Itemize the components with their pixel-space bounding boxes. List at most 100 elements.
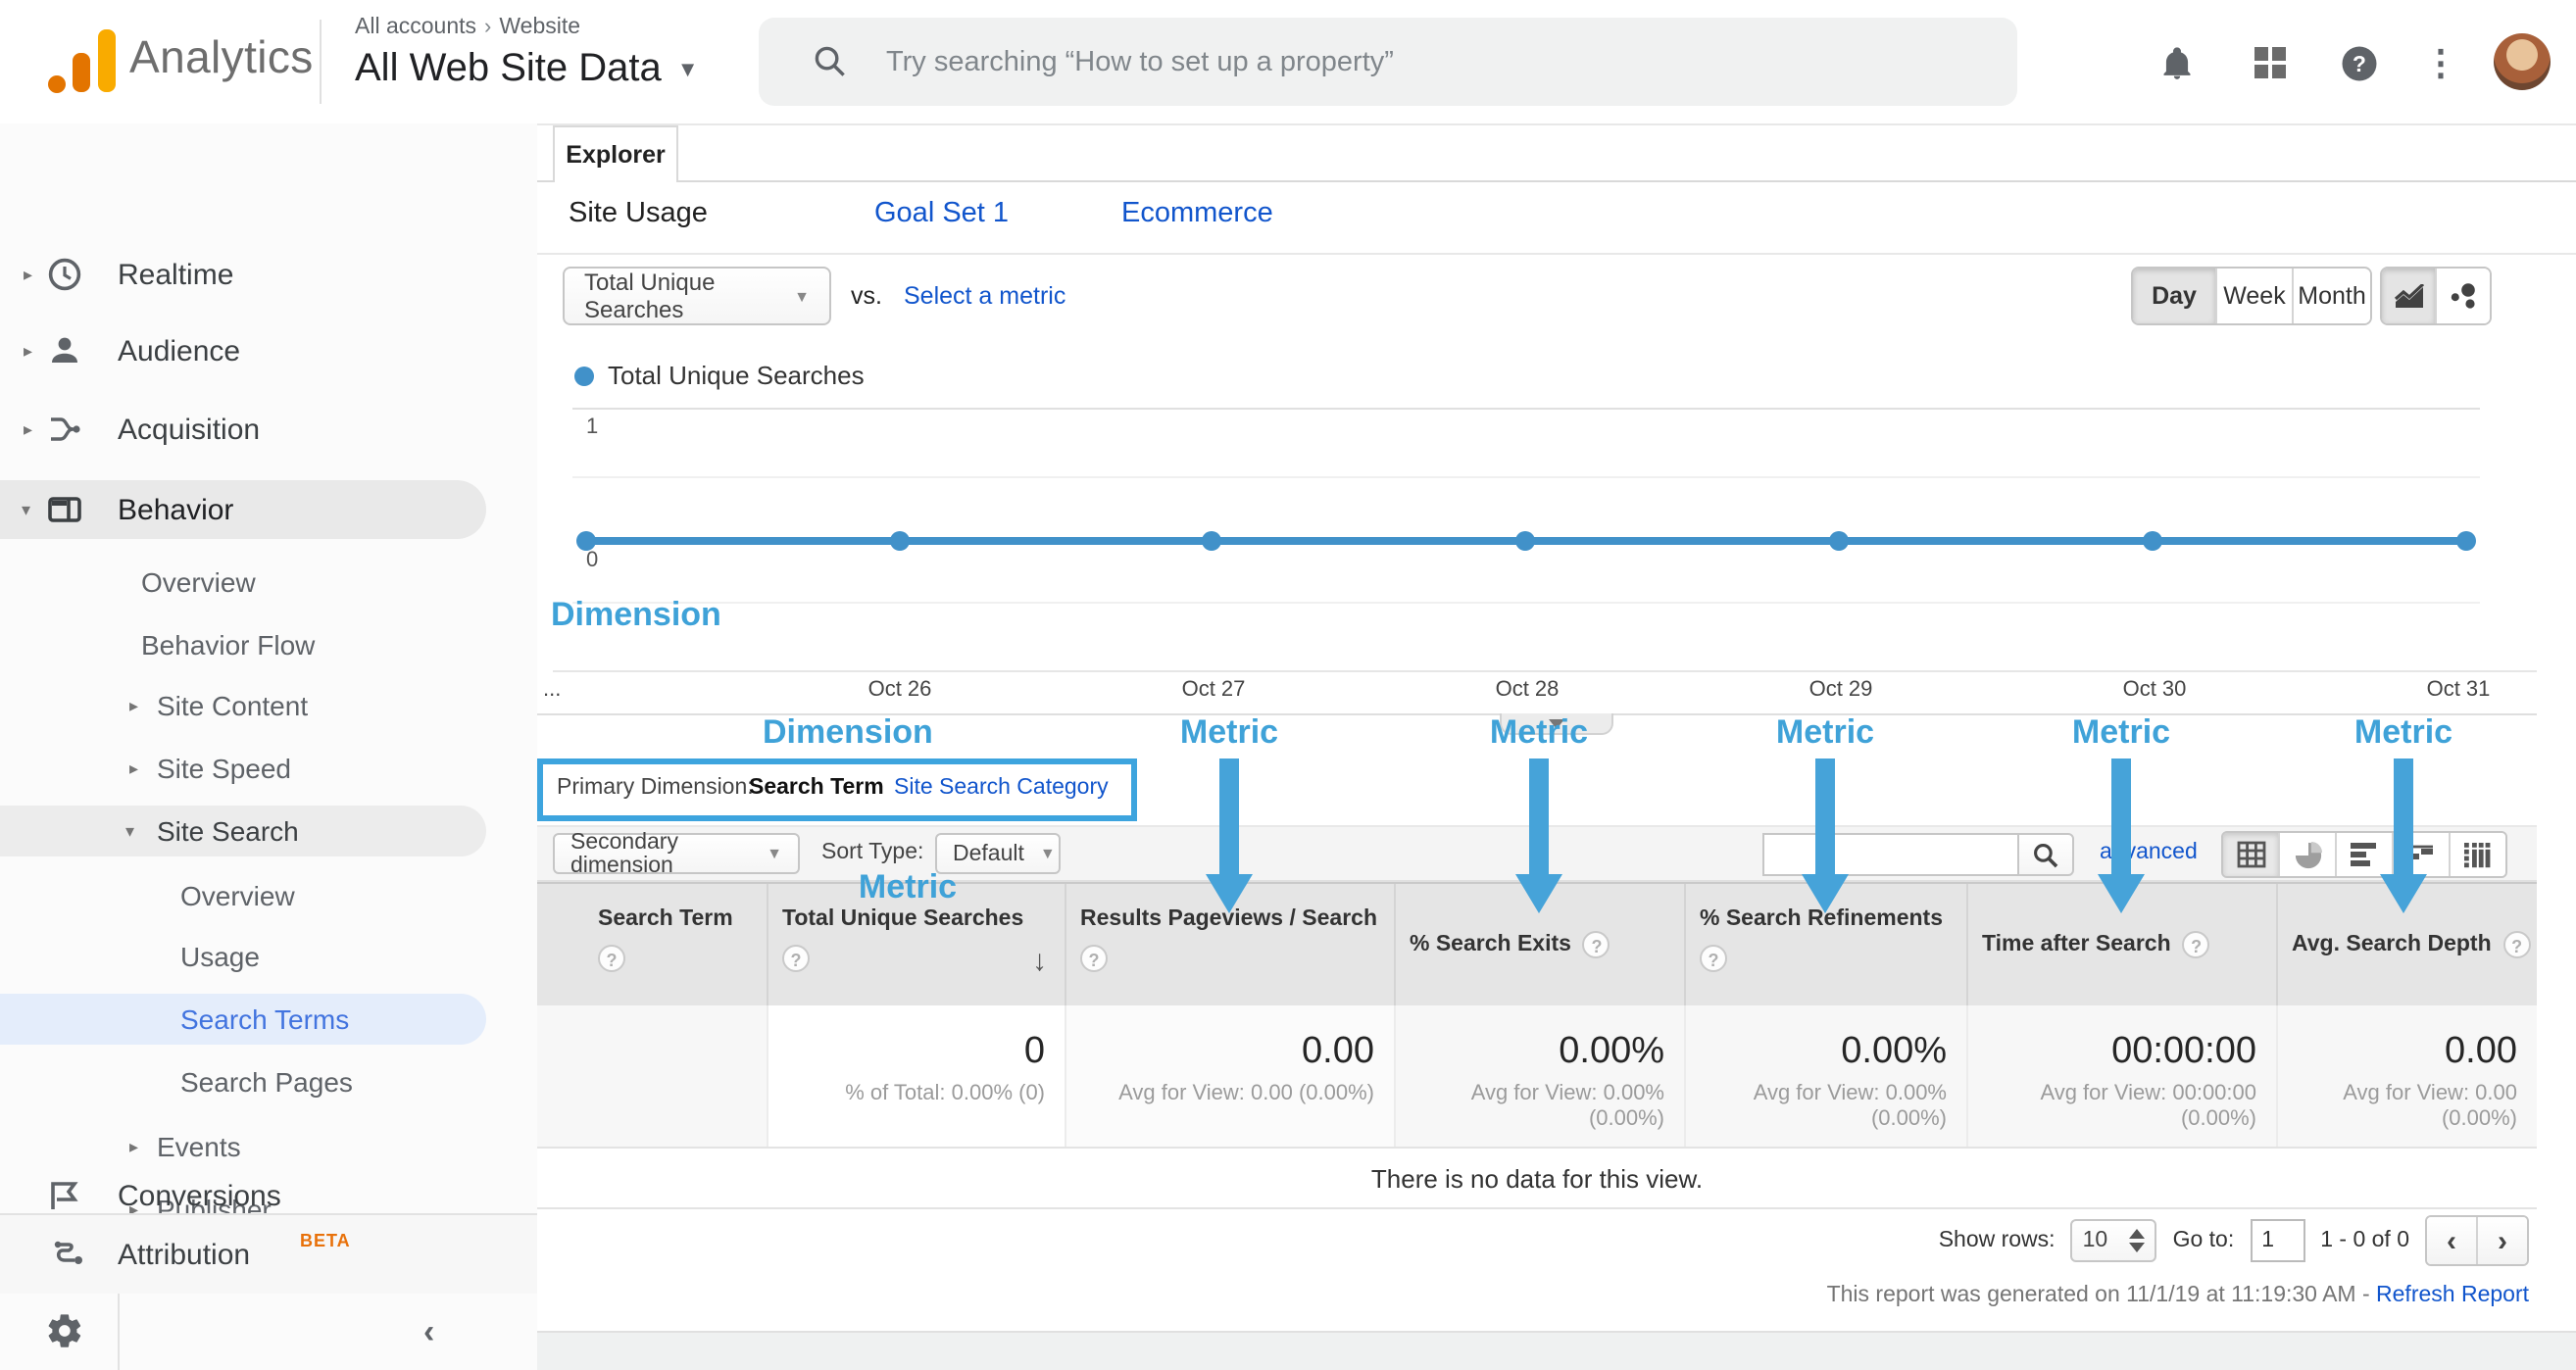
chevron-right-icon[interactable]: ▸ bbox=[129, 1136, 139, 1155]
granularity-month-button[interactable]: Month bbox=[2292, 269, 2370, 323]
avatar[interactable] bbox=[2494, 33, 2551, 90]
global-search-bar[interactable] bbox=[759, 18, 2017, 106]
sidebar-item-behavior[interactable]: ▾ Behavior bbox=[0, 478, 537, 541]
table-search-input[interactable] bbox=[1764, 835, 2017, 874]
show-rows-select[interactable]: 10 bbox=[2070, 1219, 2157, 1262]
performance-view-icon[interactable] bbox=[2335, 833, 2392, 876]
tab-explorer[interactable]: Explorer bbox=[553, 125, 678, 182]
chevron-right-icon[interactable]: ▸ bbox=[129, 1199, 139, 1218]
sidebar-item-behavior-overview[interactable]: Overview bbox=[0, 557, 537, 608]
sidebar-item-site-speed[interactable]: ▸ Site Speed bbox=[0, 743, 537, 794]
sidebar-item-attribution[interactable]: Attribution BETA bbox=[0, 1213, 537, 1297]
motion-chart-icon[interactable] bbox=[2435, 269, 2490, 323]
select-a-metric-link[interactable]: Select a metric bbox=[904, 282, 1066, 310]
annotations-pulltab[interactable] bbox=[1500, 713, 1613, 735]
gridline-mid bbox=[572, 476, 2480, 478]
help-icon[interactable]: ? bbox=[1700, 945, 1727, 972]
chart-point[interactable] bbox=[890, 531, 910, 551]
sidebar-item-events[interactable]: ▸ Events bbox=[0, 1121, 537, 1172]
line-chart-icon[interactable] bbox=[2382, 269, 2435, 323]
column-header-avg-search-depth[interactable]: Avg. Search Depth ? bbox=[2276, 884, 2537, 1005]
pagination: ‹ › bbox=[2425, 1215, 2529, 1266]
notifications-bell-icon[interactable] bbox=[2153, 39, 2200, 86]
breadcrumb-sep-icon: › bbox=[484, 16, 492, 39]
chart-point[interactable] bbox=[1202, 531, 1221, 551]
help-icon[interactable]: ? bbox=[2182, 931, 2210, 958]
granularity-week-button[interactable]: Week bbox=[2215, 269, 2292, 323]
sort-type-dropdown[interactable]: Default ▼ bbox=[935, 833, 1061, 874]
legend-dot bbox=[574, 367, 594, 386]
help-icon[interactable]: ? bbox=[782, 945, 810, 972]
chevron-down-icon[interactable]: ▾ bbox=[125, 820, 135, 840]
apps-grid-icon[interactable] bbox=[2247, 39, 2294, 86]
column-header-total-unique-searches[interactable]: Total Unique Searches ? ↓ bbox=[767, 884, 1065, 1005]
sidebar-item-acquisition[interactable]: ▸ Acquisition bbox=[0, 398, 537, 461]
breadcrumb-current[interactable]: Website bbox=[499, 16, 581, 39]
search-input[interactable] bbox=[882, 44, 1909, 79]
chevron-down-icon: ▼ bbox=[1039, 845, 1056, 862]
column-label: Avg. Search Depth bbox=[2292, 933, 2492, 956]
help-icon[interactable]: ? bbox=[1582, 931, 1610, 958]
percentage-view-icon[interactable] bbox=[2278, 833, 2335, 876]
tab-baseline bbox=[537, 180, 2576, 182]
column-header-search-term[interactable]: Search Term ? bbox=[537, 884, 767, 1005]
help-icon[interactable]: ? bbox=[598, 945, 625, 972]
chevron-right-icon[interactable]: ▸ bbox=[129, 758, 139, 777]
subtab-goal-set-1[interactable]: Goal Set 1 bbox=[874, 198, 1010, 229]
help-icon[interactable]: ? bbox=[2335, 39, 2382, 86]
chevron-right-icon[interactable]: ▸ bbox=[24, 264, 33, 283]
ytick-1: 1 bbox=[586, 416, 599, 439]
secondary-dimension-dropdown[interactable]: Secondary dimension ▼ bbox=[553, 830, 800, 877]
chart-point[interactable] bbox=[1829, 531, 1849, 551]
primary-dimension-site-search-category[interactable]: Site Search Category bbox=[894, 776, 1109, 800]
sidebar-item-audience[interactable]: ▸ Audience bbox=[0, 319, 537, 382]
product-name: Analytics bbox=[129, 31, 314, 82]
refresh-report-link[interactable]: Refresh Report bbox=[2376, 1284, 2529, 1307]
beta-badge: BETA bbox=[300, 1231, 351, 1250]
sidebar-item-search-terms[interactable]: Search Terms bbox=[0, 994, 537, 1045]
sort-desc-icon[interactable]: ↓ bbox=[1032, 945, 1047, 978]
breadcrumb[interactable]: All accounts › Website bbox=[355, 16, 580, 39]
help-icon[interactable]: ? bbox=[1080, 945, 1108, 972]
chart-point[interactable] bbox=[1515, 531, 1535, 551]
chevron-right-icon[interactable]: ▸ bbox=[129, 695, 139, 714]
column-header-time-after-search[interactable]: Time after Search ? bbox=[1966, 884, 2276, 1005]
breadcrumb-root[interactable]: All accounts bbox=[355, 16, 477, 39]
chevron-down-icon[interactable]: ▾ bbox=[22, 499, 31, 518]
behavior-icon bbox=[48, 497, 81, 522]
table-view-icon[interactable] bbox=[2223, 833, 2278, 876]
help-icon[interactable]: ? bbox=[2502, 931, 2531, 958]
chart-point[interactable] bbox=[2456, 531, 2476, 551]
pivot-view-icon[interactable] bbox=[2449, 833, 2505, 876]
table-search-button[interactable] bbox=[2017, 833, 2074, 876]
sidebar-item-conversions-clipped[interactable]: Conversions bbox=[0, 1172, 537, 1213]
sidebar-item-site-search[interactable]: ▾ Site Search bbox=[0, 806, 537, 856]
chevron-right-icon[interactable]: ▸ bbox=[24, 340, 33, 360]
sidebar-item-realtime[interactable]: ▸ Realtime bbox=[0, 243, 537, 306]
sidebar-item-site-content[interactable]: ▸ Site Content bbox=[0, 680, 537, 731]
sidebar-item-behavior-flow[interactable]: Behavior Flow bbox=[0, 619, 537, 670]
prev-page-button[interactable]: ‹ bbox=[2427, 1217, 2476, 1264]
analytics-logo-icon[interactable] bbox=[47, 27, 118, 94]
cell-subvalue: Avg for View: 0.00% (0.00%) bbox=[1470, 1082, 1664, 1131]
primary-dimension-search-term[interactable]: Search Term bbox=[749, 776, 884, 800]
card-bottom-border bbox=[537, 1331, 2576, 1333]
gear-icon[interactable] bbox=[45, 1311, 84, 1350]
metric-selector-dropdown[interactable]: Total Unique Searches ▼ bbox=[563, 267, 831, 325]
column-label: Search Term bbox=[598, 907, 733, 931]
collapse-sidebar-icon[interactable]: ‹ bbox=[423, 1313, 435, 1350]
kebab-menu-icon[interactable]: ⋮ bbox=[2423, 42, 2458, 81]
sidebar-item-site-search-overview[interactable]: Overview bbox=[0, 870, 537, 921]
sidebar-item-usage[interactable]: Usage bbox=[0, 931, 537, 982]
subtab-site-usage[interactable]: Site Usage bbox=[569, 198, 708, 229]
chevron-right-icon[interactable]: ▸ bbox=[24, 418, 33, 438]
goto-page-input[interactable] bbox=[2250, 1219, 2305, 1262]
column-header-search-exits[interactable]: % Search Exits ? bbox=[1394, 884, 1684, 1005]
chart-point[interactable] bbox=[2143, 531, 2162, 551]
sidebar-item-search-pages[interactable]: Search Pages bbox=[0, 1056, 537, 1107]
chart-point[interactable] bbox=[576, 531, 596, 551]
granularity-day-button[interactable]: Day bbox=[2133, 269, 2215, 323]
next-page-button[interactable]: › bbox=[2476, 1217, 2527, 1264]
subtab-ecommerce[interactable]: Ecommerce bbox=[1121, 198, 1273, 229]
property-selector[interactable]: All Web Site Data ▼ bbox=[355, 47, 699, 92]
